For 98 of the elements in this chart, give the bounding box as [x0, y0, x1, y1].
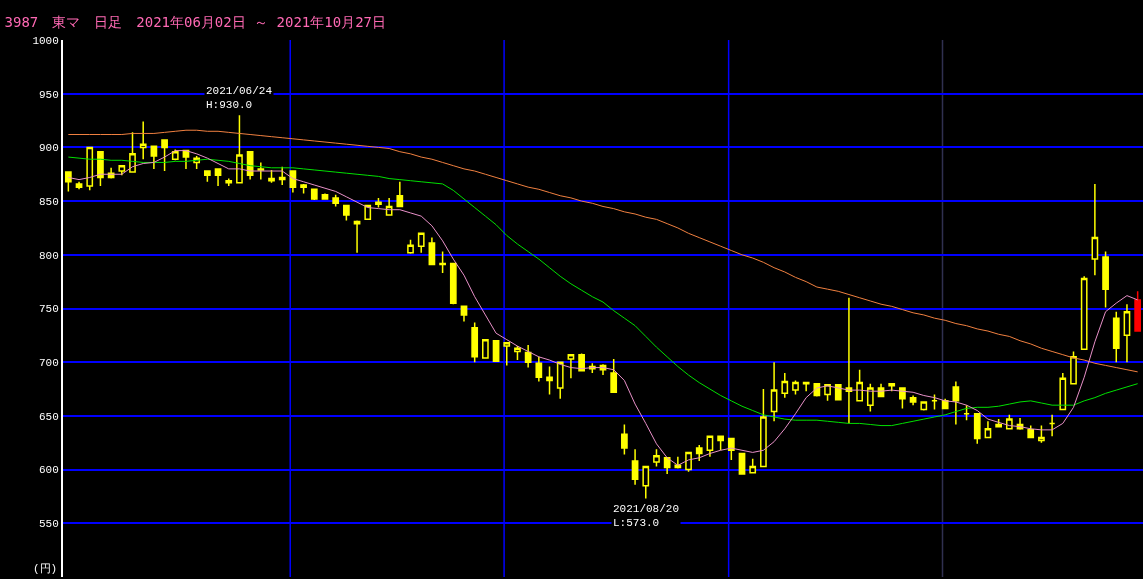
candlestick [482, 338, 489, 359]
candlestick [449, 262, 457, 305]
y-tick-label: 750 [38, 303, 59, 316]
candlestick [310, 188, 318, 201]
candlestick [866, 382, 874, 413]
y-tick-label: 650 [38, 410, 59, 423]
candlestick [161, 139, 168, 172]
candlestick [556, 361, 564, 400]
candlestick [695, 444, 703, 462]
candlestick [353, 220, 361, 254]
candlestick [663, 457, 671, 475]
candlestick [214, 168, 222, 187]
candlestick [375, 197, 382, 209]
candlestick [203, 170, 211, 183]
candlestick [717, 435, 724, 452]
candlestick [674, 455, 682, 469]
candlestick [909, 394, 917, 406]
candlestick [86, 146, 94, 192]
candlestick [1027, 424, 1035, 439]
candlestick [802, 381, 810, 392]
candlestick [385, 197, 393, 216]
chart-title: 3987 東マ 日足 2021年06月02日 ～ 2021年10月27日 [4, 14, 387, 31]
candlestick [171, 148, 179, 162]
candlestick [963, 404, 970, 421]
candlestick [845, 297, 853, 425]
candlestick [749, 458, 757, 474]
candlestick [610, 358, 618, 394]
y-tick-label: 900 [38, 142, 59, 155]
candlestick [1134, 290, 1142, 332]
candlestick [1112, 310, 1120, 363]
candlestick [428, 236, 436, 266]
candlestick [931, 393, 938, 411]
candlestick [364, 204, 372, 221]
candlestick [642, 465, 650, 500]
candlestick [856, 368, 863, 402]
candlestick [760, 388, 767, 468]
candlestick [407, 239, 414, 255]
candlestick [236, 114, 243, 184]
y-tick-label: 800 [38, 249, 59, 262]
candlestick [824, 384, 831, 402]
candlestick [706, 435, 714, 458]
candlestick [503, 342, 511, 367]
candlestick [920, 401, 928, 412]
candlestick [546, 365, 553, 396]
candlestick [1102, 250, 1109, 309]
candlestick [781, 372, 789, 399]
candlestick [514, 345, 521, 361]
candlestick [300, 184, 307, 195]
candlestick [1059, 372, 1067, 411]
candlestick [1091, 183, 1099, 276]
candlestick [225, 177, 233, 187]
candlestick [460, 305, 468, 323]
candlestick [727, 437, 735, 461]
y-tick-label: 550 [38, 518, 59, 531]
candlestick [792, 379, 799, 396]
y-axis-title: (円) [33, 563, 58, 575]
candlestick [621, 423, 628, 456]
candlestick [899, 387, 906, 410]
candlestick [417, 232, 425, 254]
line-series [67, 129, 1139, 373]
candlestick [1080, 275, 1088, 351]
candlestick [75, 181, 83, 191]
candlestick [439, 250, 446, 274]
candlestick [567, 353, 575, 380]
candlestick [64, 171, 72, 193]
y-tick-label: 700 [38, 357, 59, 370]
y-tick-label: 600 [38, 464, 59, 477]
candlestick [834, 384, 842, 401]
candlestick [973, 413, 981, 445]
candlestick [139, 120, 147, 160]
candlestick [1048, 414, 1056, 438]
candlestick [984, 420, 992, 439]
candlestick [770, 361, 778, 423]
candlestick [685, 451, 692, 473]
candlestick [257, 161, 265, 181]
y-tick-label: 1000 [32, 34, 59, 47]
candlestick [118, 164, 126, 177]
candlestick [888, 382, 896, 392]
candlestick [343, 204, 350, 222]
candlestick [396, 181, 404, 208]
candlestick [952, 380, 960, 426]
candlestick [1123, 303, 1131, 363]
candlestick [653, 448, 660, 468]
candlestick [332, 193, 340, 208]
y-tick-label: 850 [38, 195, 59, 208]
candlestick [278, 165, 286, 186]
candlestick [631, 448, 639, 486]
candlestick [535, 356, 543, 383]
annotation: 2021/06/24 H:930.0 [206, 85, 273, 112]
candlestick [1005, 414, 1013, 430]
candlestick [524, 344, 532, 369]
candlestick [578, 352, 585, 372]
candlestick [182, 149, 190, 170]
y-tick-label: 950 [38, 88, 59, 101]
candlestick [150, 145, 158, 170]
candlestick [471, 321, 479, 363]
annotation: 2021/08/20 L:573.0 [613, 503, 680, 530]
candlestick [1070, 350, 1077, 385]
